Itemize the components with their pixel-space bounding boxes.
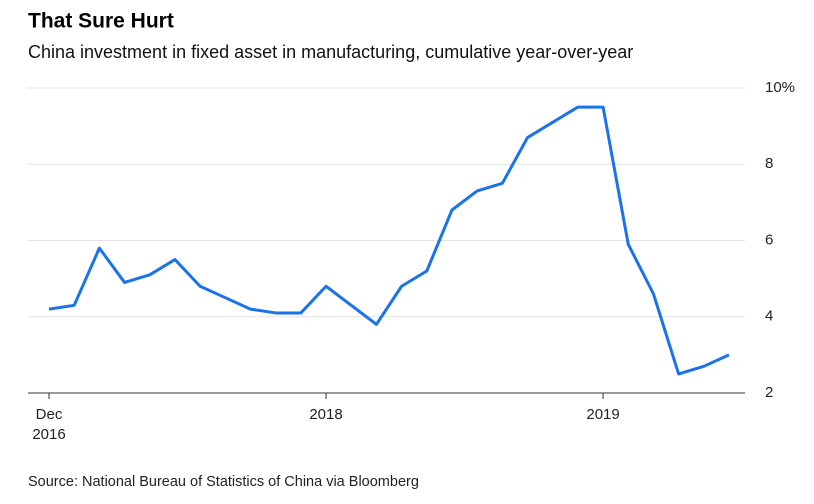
y-tick-label: 8 (765, 155, 773, 172)
y-tick-label: 10% (765, 79, 795, 96)
x-tick-label: Dec 2016 (32, 406, 66, 443)
y-tick-label: 2 (765, 384, 773, 401)
x-tick-label: 2018 (309, 406, 343, 423)
line-series (48, 105, 730, 376)
source: Source: National Bureau of Statistics of… (28, 474, 419, 490)
x-tick-label: 2019 (586, 406, 620, 423)
chart-subtitle: China investment in fixed asset in manuf… (28, 42, 633, 62)
chart-title: That Sure Hurt (28, 10, 174, 33)
y-tick-label: 4 (765, 308, 773, 325)
y-tick-label: 6 (765, 231, 773, 248)
